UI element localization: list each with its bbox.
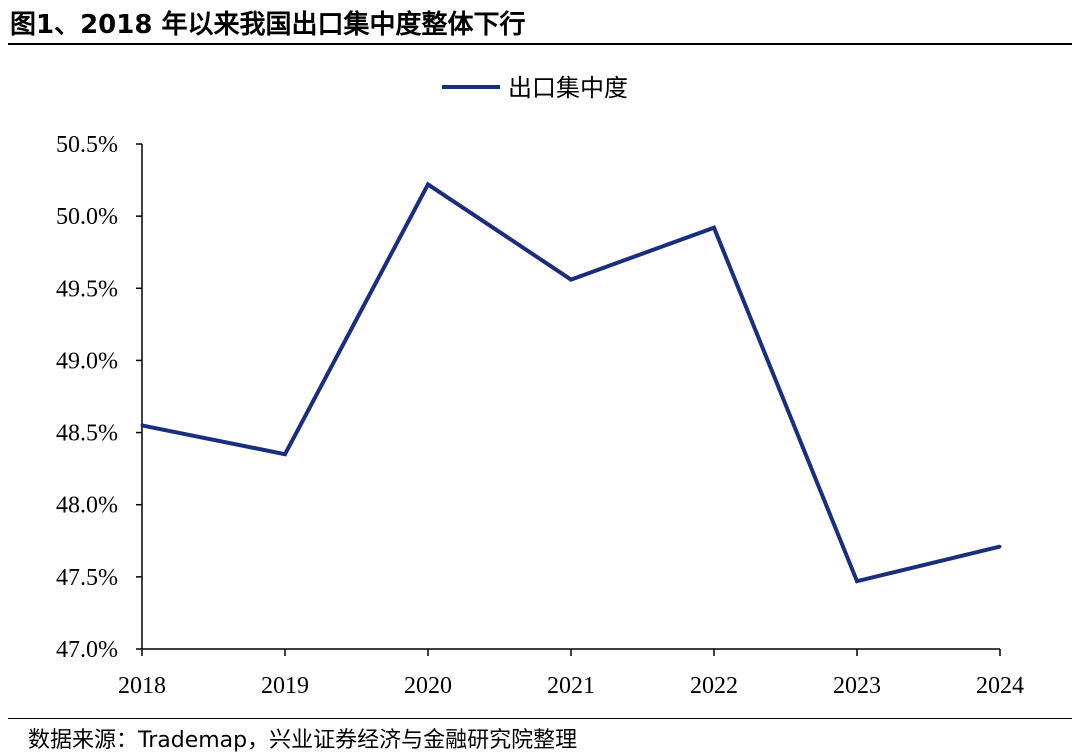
data-point (283, 452, 287, 456)
legend: 出口集中度 (442, 74, 628, 102)
data-point (426, 182, 430, 186)
axes: 47.0% 47.5% 48.0% 48.5% 49.0% 49.5% 50.0% 50.5%… (56, 132, 1024, 699)
x-tick-label: 2023 (833, 673, 881, 699)
legend-label: 出口集中度 (508, 74, 628, 102)
title-divider (8, 43, 1072, 45)
y-tick-label: 49.5% (56, 276, 118, 302)
data-point (569, 278, 573, 282)
data-point (998, 545, 1002, 549)
y-tick-label: 47.5% (56, 565, 118, 591)
source-note: 数据来源：Trademap，兴业证券经济与金融研究院整理 (28, 728, 578, 753)
y-tick-label: 47.0% (56, 637, 118, 663)
x-tick-label: 2020 (404, 673, 452, 699)
x-tick-label: 2021 (547, 673, 595, 699)
y-tick-label: 48.0% (56, 493, 118, 519)
y-tick-label: 50.5% (56, 132, 118, 158)
source-divider (8, 718, 1072, 719)
y-tick-label: 48.5% (56, 421, 118, 447)
y-tick-label: 49.0% (56, 348, 118, 374)
series-marks (140, 181, 1002, 584)
data-point (712, 226, 716, 230)
y-tick-label: 50.0% (56, 204, 118, 230)
x-tick-label: 2024 (976, 673, 1024, 699)
data-point (140, 423, 144, 427)
line-chart: 出口集中度 47.0% 47.5% 48.0% 48.5% 49.0% 49.5% 50.0… (56, 74, 1024, 699)
figure-title: 图1、2018 年以来我国出口集中度整体下行 (10, 10, 526, 40)
x-tick-label: 2018 (118, 673, 166, 699)
series-line (141, 181, 1001, 584)
x-tick-label: 2022 (690, 673, 738, 699)
x-tick-label: 2019 (261, 673, 309, 699)
data-point (855, 579, 859, 583)
